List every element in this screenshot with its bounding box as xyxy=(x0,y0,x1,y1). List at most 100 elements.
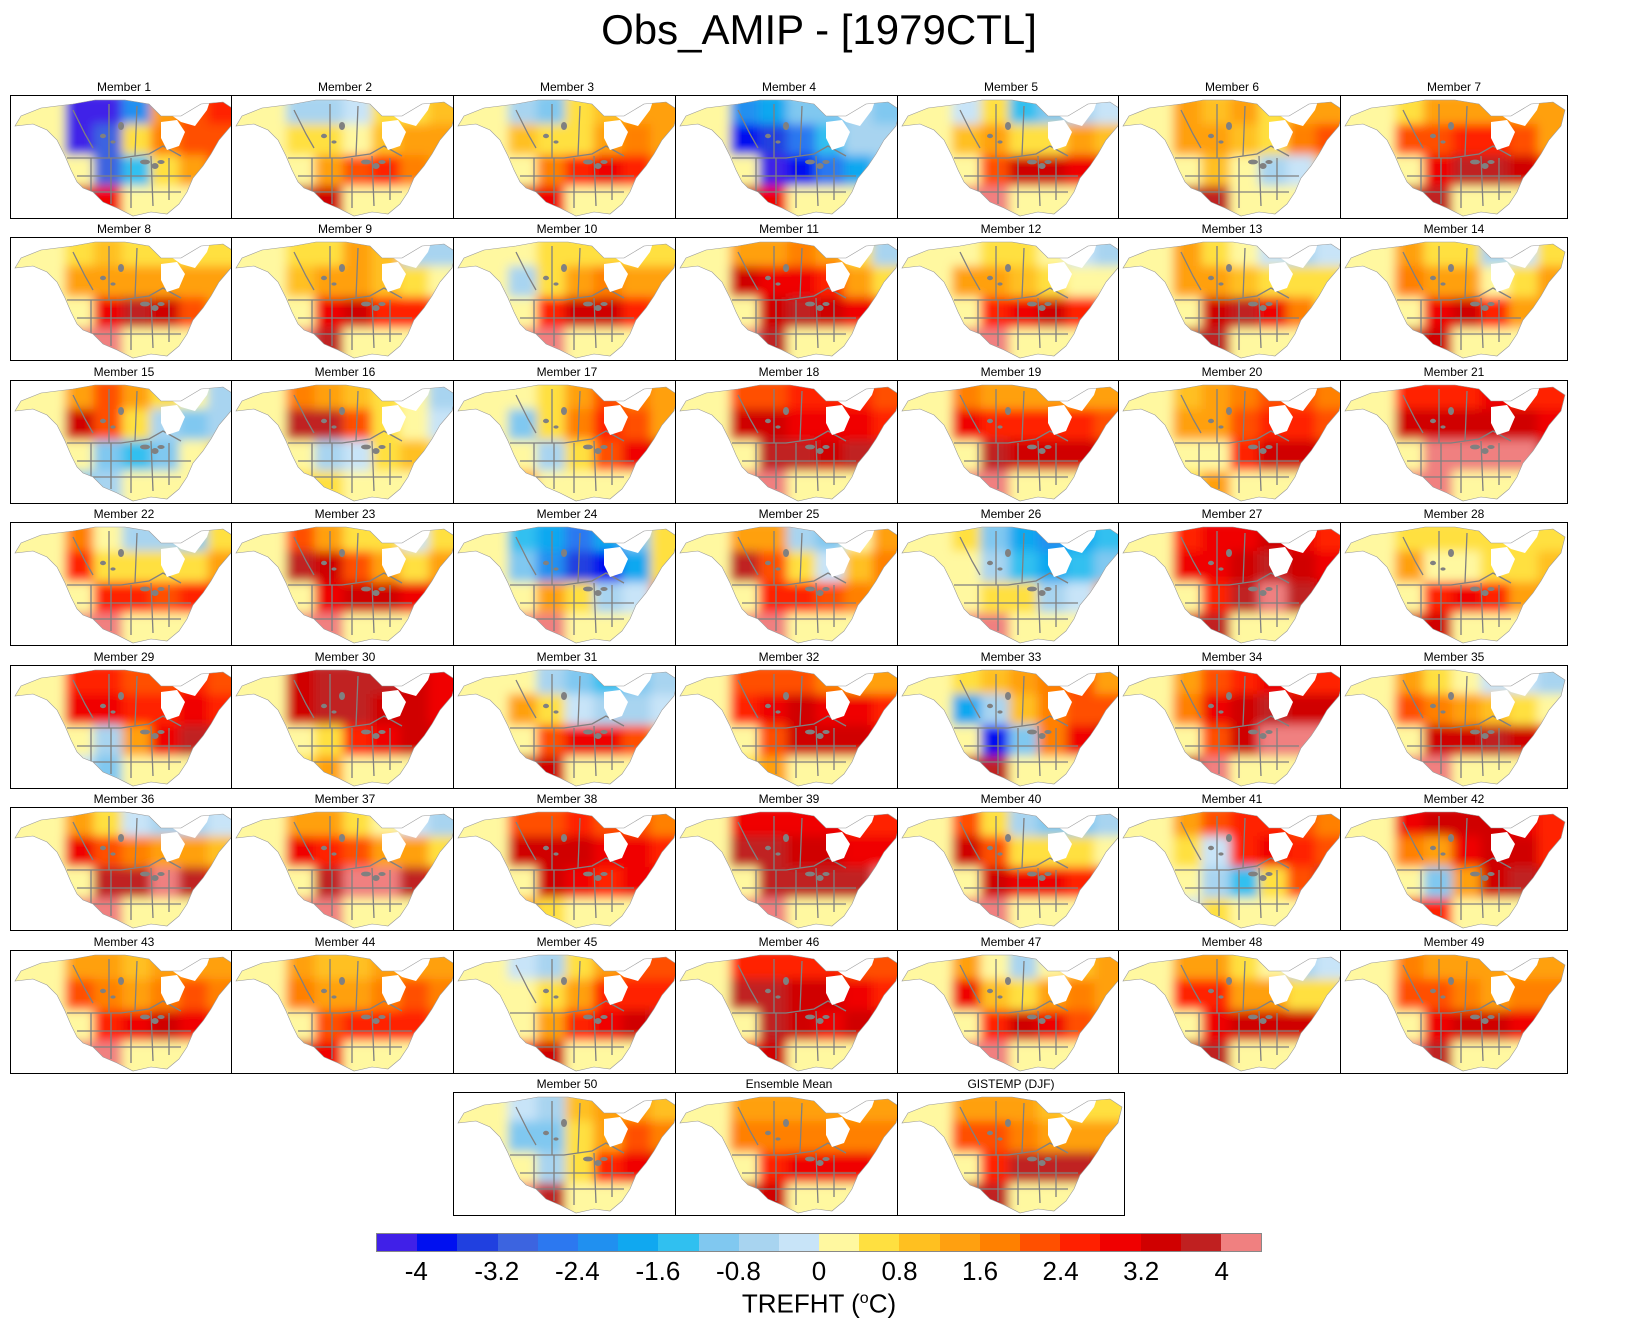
lake-shape xyxy=(140,1014,150,1020)
lake-shape xyxy=(321,560,327,566)
border-line xyxy=(799,532,803,584)
anomaly-map xyxy=(679,238,901,359)
lakes xyxy=(765,549,830,596)
political-borders xyxy=(954,104,1078,208)
anomaly-cell xyxy=(1509,1041,1544,1071)
border-line xyxy=(515,679,537,719)
anomaly-map xyxy=(679,666,901,787)
greenland-mask xyxy=(1269,666,1319,696)
political-borders xyxy=(732,389,856,493)
map-panel: Member 8 xyxy=(10,222,238,364)
map-panel: Member 3 xyxy=(453,80,681,222)
map-panel: Member 39 xyxy=(675,792,903,934)
anomaly-cell xyxy=(458,471,486,501)
border-line xyxy=(577,1102,581,1154)
border-line xyxy=(737,964,759,1004)
lake-shape xyxy=(816,733,824,739)
anomaly-cell xyxy=(1537,1041,1565,1071)
land-area xyxy=(15,812,235,928)
land-area xyxy=(1123,527,1343,643)
lake-shape xyxy=(140,871,150,877)
anomaly-cell xyxy=(1537,725,1565,762)
anomaly-cell xyxy=(902,328,930,358)
coastline xyxy=(457,241,679,359)
panel-label: Member 34 xyxy=(1201,650,1263,664)
lake-shape xyxy=(1038,448,1046,454)
border-line xyxy=(1021,675,1025,727)
anomaly-cell xyxy=(1144,328,1179,358)
colorbar-tick-label: 4 xyxy=(1214,1256,1229,1286)
anomaly-cell xyxy=(236,836,264,873)
anomaly-cell xyxy=(400,328,435,358)
anomaly-cell xyxy=(622,186,657,216)
border-line xyxy=(1180,251,1202,291)
anomaly-cell xyxy=(257,155,292,192)
anomaly-cell xyxy=(36,582,71,619)
anomaly-cell xyxy=(680,1010,708,1047)
anomaly-cell xyxy=(236,582,264,619)
lake-shape xyxy=(543,133,549,139)
lake-shape xyxy=(561,1119,567,1127)
lake-shape xyxy=(157,587,165,591)
lake-shape xyxy=(1259,1018,1267,1024)
anomaly-cell xyxy=(902,1041,930,1071)
anomaly-cell xyxy=(1144,186,1179,216)
lakes xyxy=(987,549,1052,596)
lake-shape xyxy=(1430,845,1436,851)
land-area xyxy=(1123,385,1343,501)
lake-shape xyxy=(553,425,559,429)
political-borders xyxy=(1175,816,1299,920)
border-line xyxy=(134,817,138,869)
anomaly-cell xyxy=(1123,471,1151,501)
anomaly-cell xyxy=(458,328,486,358)
anomaly-map xyxy=(1344,666,1566,787)
colorbar-swatch xyxy=(1100,1234,1141,1251)
anomaly-cell xyxy=(1366,867,1401,904)
anomaly-cell xyxy=(458,867,486,904)
lake-shape xyxy=(1487,587,1495,591)
greenland-mask xyxy=(1269,238,1319,268)
lake-shape xyxy=(372,733,380,739)
hudson-bay-mask xyxy=(604,405,628,435)
anomaly-cell xyxy=(622,613,657,643)
anomaly-map xyxy=(235,381,457,502)
panel-map xyxy=(1340,950,1568,1074)
border-line xyxy=(293,536,315,576)
anomaly-cell xyxy=(902,297,930,334)
greenland-mask xyxy=(1269,96,1319,126)
lake-shape xyxy=(1481,305,1489,311)
anomaly-cell xyxy=(15,867,43,904)
anomaly-cell xyxy=(902,1183,930,1213)
anomaly-cell xyxy=(680,613,708,643)
lake-shape xyxy=(805,586,815,592)
lake-shape xyxy=(361,586,371,592)
coastline xyxy=(679,241,901,359)
lake-shape xyxy=(151,590,159,596)
lake-shape xyxy=(775,140,781,144)
lake-shape xyxy=(378,302,386,306)
greenland-mask xyxy=(1048,1093,1098,1123)
lake-shape xyxy=(1038,305,1046,311)
anomaly-cell xyxy=(236,979,264,1016)
border-line xyxy=(150,867,154,919)
lake-shape xyxy=(783,122,789,130)
anomaly-cell xyxy=(1537,582,1565,619)
anomaly-cell xyxy=(1144,297,1179,334)
panel-label: Member 38 xyxy=(536,792,598,806)
hudson-bay-mask xyxy=(1491,832,1515,862)
land-area xyxy=(15,670,235,786)
land-area xyxy=(680,1097,900,1213)
lake-shape xyxy=(339,692,345,700)
anomaly-cell xyxy=(15,297,43,334)
lake-shape xyxy=(361,729,371,735)
anomaly-cell xyxy=(458,1010,486,1047)
hudson-bay-mask xyxy=(604,547,628,577)
anomaly-cell xyxy=(458,582,486,619)
lake-shape xyxy=(118,977,124,985)
greenland-mask xyxy=(1491,238,1541,268)
panel-label: Member 50 xyxy=(536,1077,598,1091)
coastline xyxy=(1122,384,1344,502)
coastline xyxy=(1122,241,1344,359)
lake-shape xyxy=(765,275,771,281)
lake-shape xyxy=(1226,977,1232,985)
